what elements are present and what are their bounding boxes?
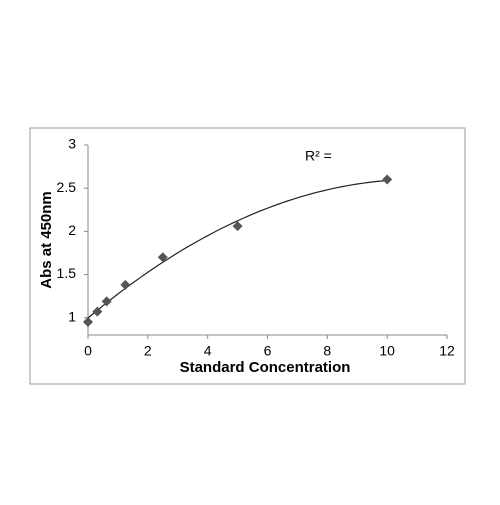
y-axis-label: Abs at 450nm (38, 191, 55, 289)
data-point (120, 279, 131, 290)
data-point (232, 221, 243, 232)
x-tick-label: 8 (323, 343, 331, 359)
data-point (83, 317, 93, 328)
y-tick-label: 1.5 (57, 265, 77, 281)
x-tick-label: 12 (439, 343, 455, 359)
x-tick-label: 6 (264, 343, 272, 359)
annotation: R² = (305, 148, 332, 164)
data-point (157, 252, 168, 263)
x-tick-label: 2 (144, 343, 152, 359)
data-point (92, 306, 103, 317)
trendline (87, 179, 388, 319)
y-tick-label: 1 (68, 308, 76, 324)
data-point (382, 174, 393, 185)
chart-frame (29, 127, 466, 385)
x-tick-label: 4 (204, 343, 212, 359)
data-point (101, 296, 112, 307)
x-tick-label: 10 (379, 343, 395, 359)
y-tick-label: 2 (68, 222, 76, 238)
y-tick-label: 3 (68, 136, 76, 152)
y-tick-label: 2.5 (57, 179, 77, 195)
x-axis-label: Standard Concentration (180, 359, 351, 376)
x-tick-label: 0 (84, 343, 92, 359)
